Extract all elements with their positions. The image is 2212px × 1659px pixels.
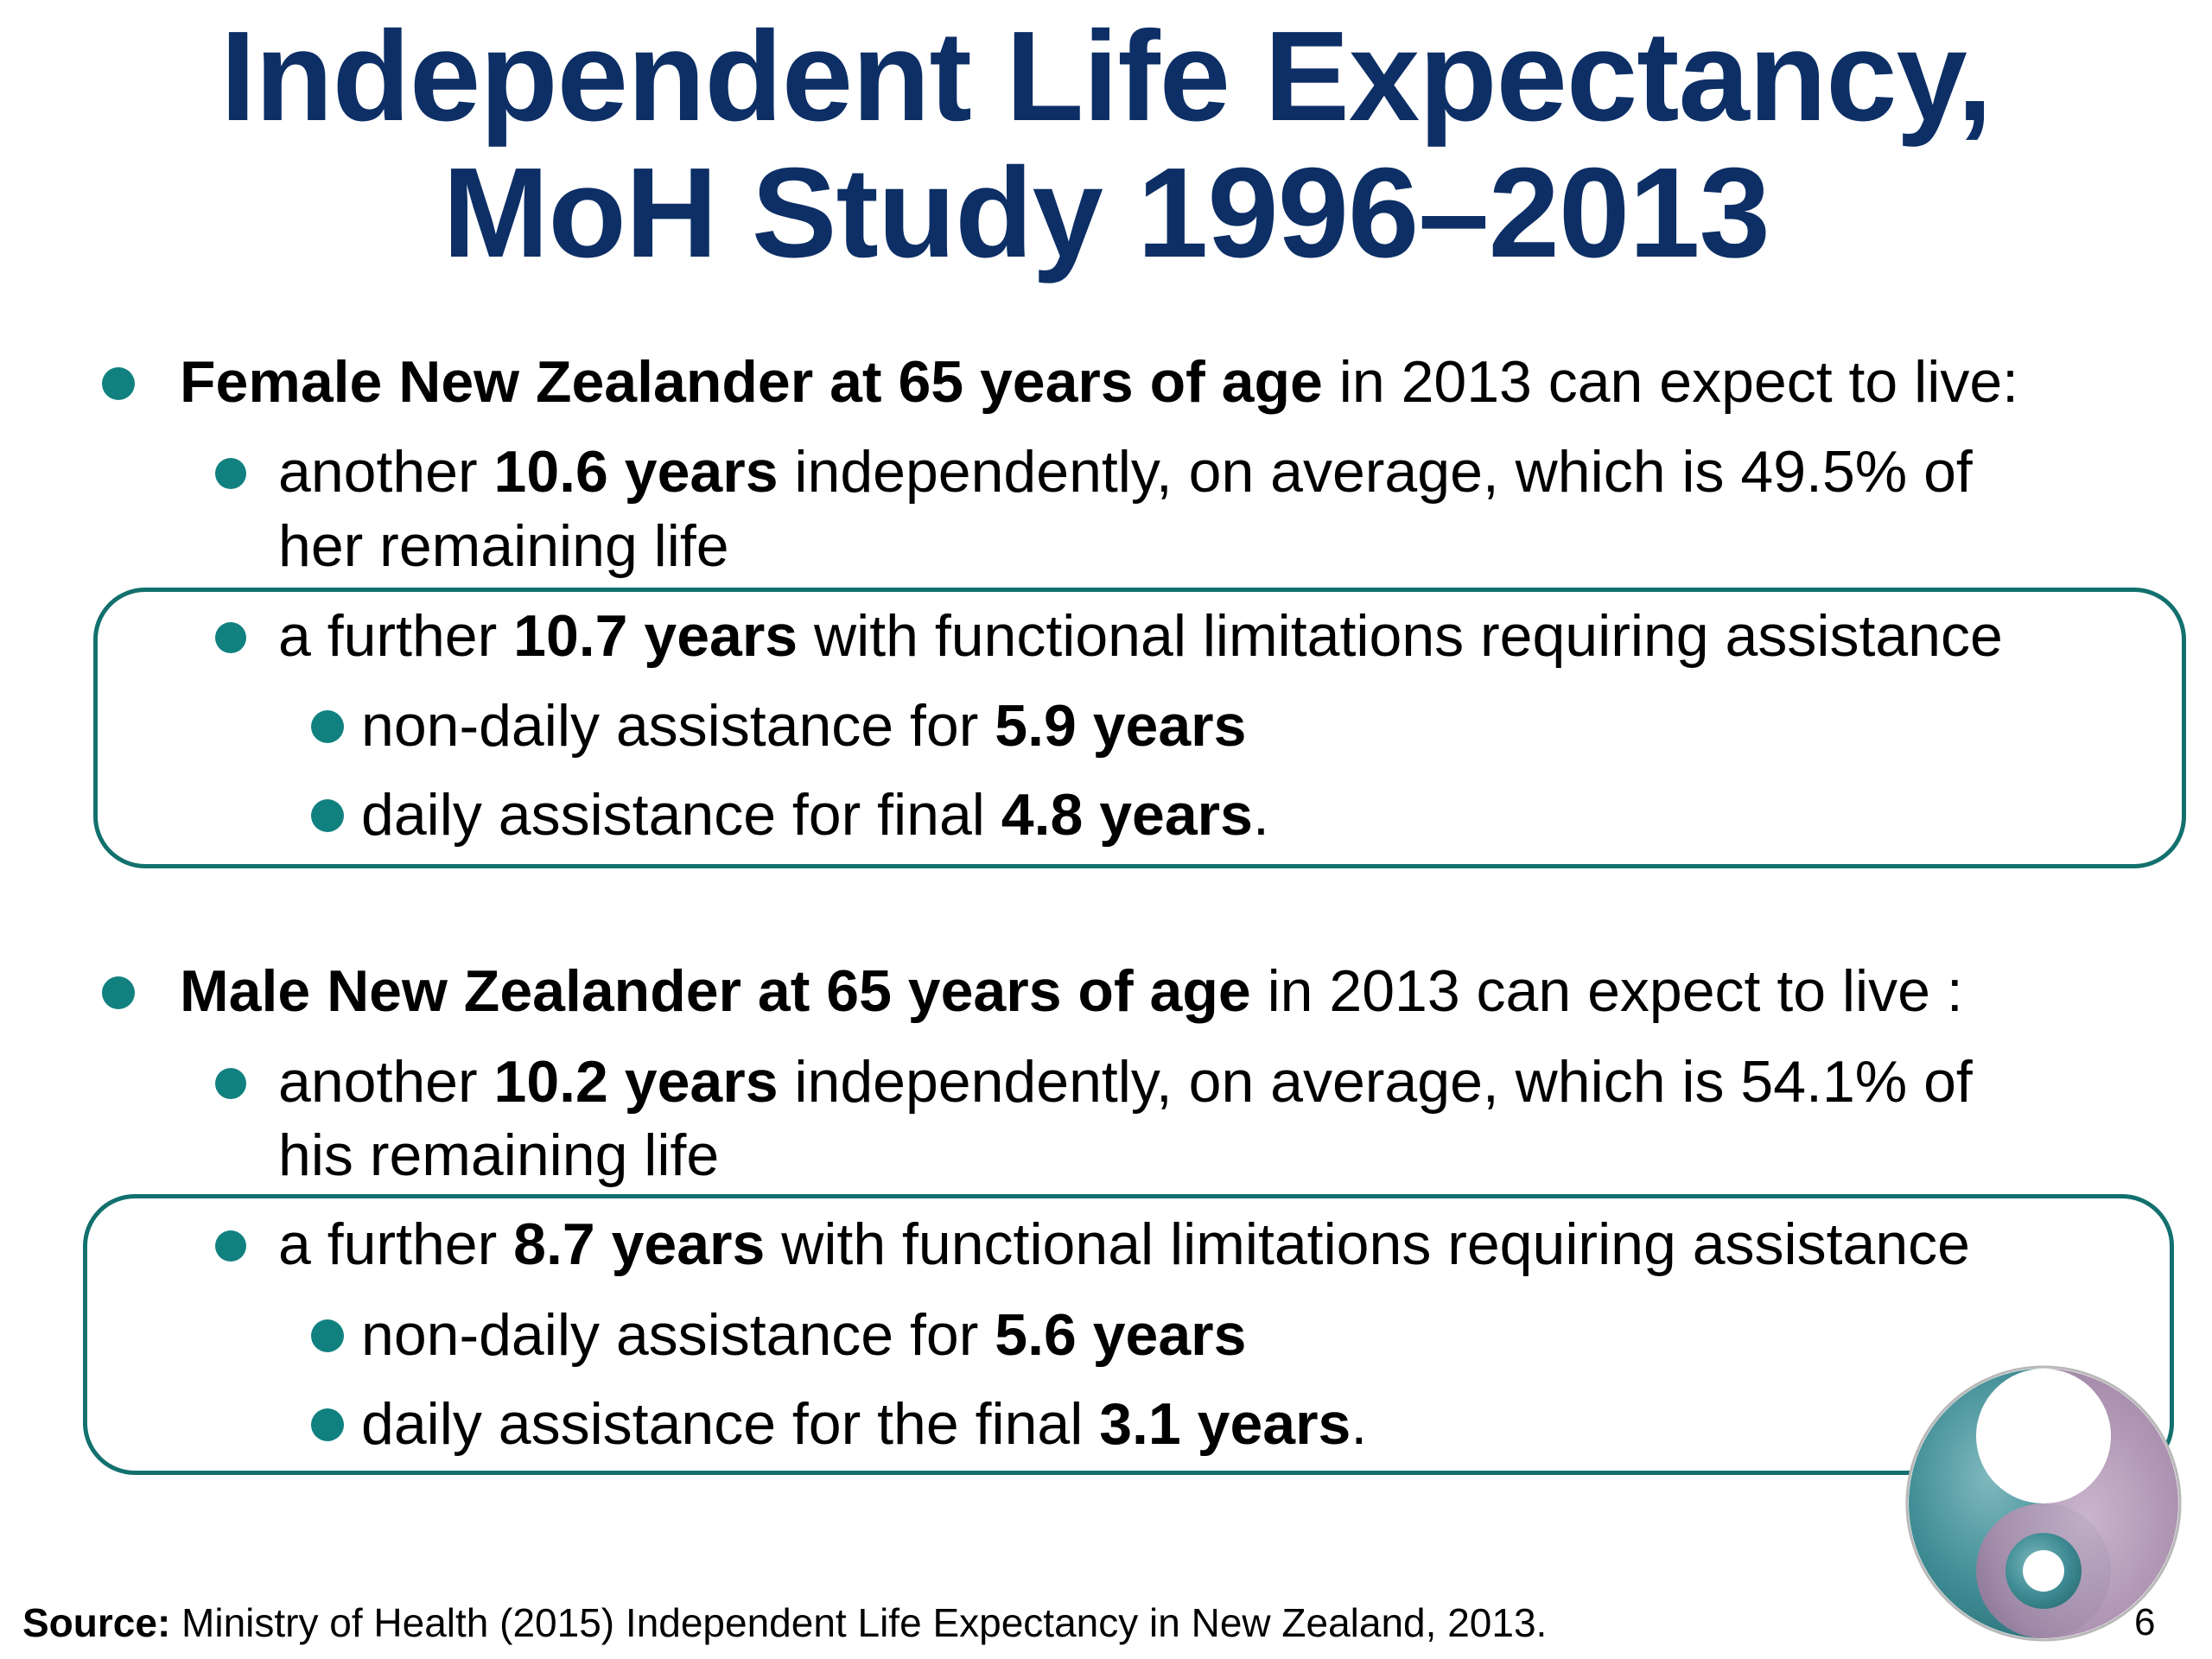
male-lead-rest: in 2013 can expect to live :	[1250, 958, 1963, 1024]
bullet-dot-icon	[215, 1230, 246, 1262]
male-further-pre: a further	[278, 1211, 514, 1277]
male-nondaily-pre: non-daily assistance for	[361, 1302, 995, 1368]
bullet-dot-icon	[311, 1319, 344, 1352]
male-further-text: a further 8.7 years with functional limi…	[278, 1208, 1970, 1281]
male-independent-line2: his remaining life	[278, 1122, 720, 1188]
slide-title: Independent Life Expectancy, MoH Study 1…	[0, 9, 2212, 282]
female-daily-pre: daily assistance for final	[361, 782, 1001, 848]
male-nondaily-text: non-daily assistance for 5.6 years	[361, 1299, 1246, 1371]
bullet-dot-icon	[102, 976, 135, 1009]
male-further-post: with functional limitations requiring as…	[765, 1211, 1970, 1277]
female-independent-text: another 10.6 years independently, on ave…	[278, 435, 1973, 508]
male-daily-post: .	[1351, 1391, 1368, 1457]
bullet-dot-icon	[311, 710, 344, 743]
female-independent-pre: another	[278, 439, 494, 505]
female-daily-text: daily assistance for final 4.8 years.	[361, 779, 1269, 851]
female-lead-bold: Female New Zealander at 65 years of age	[180, 349, 1323, 415]
male-independent-post: independently, on average, which is 54.1…	[778, 1049, 1973, 1115]
page-number: 6	[2134, 1601, 2156, 1643]
male-further-bold: 8.7 years	[513, 1211, 766, 1277]
male-independent-text: another 10.2 years independently, on ave…	[278, 1046, 1973, 1118]
female-lead-text: Female New Zealander at 65 years of age …	[180, 346, 2018, 418]
title-line-2: MoH Study 1996–2013	[442, 142, 1770, 284]
female-daily-post: .	[1252, 782, 1269, 848]
male-nondaily-bold: 5.6 years	[995, 1302, 1247, 1368]
female-further-post: with functional limitations requiring as…	[798, 603, 2003, 669]
bullet-dot-icon	[102, 367, 135, 400]
bullet-dot-icon	[215, 458, 246, 489]
source-text: Ministry of Health (2015) Independent Li…	[170, 1600, 1548, 1645]
male-lead-bold: Male New Zealander at 65 years of age	[180, 958, 1251, 1024]
female-independent-post: independently, on average, which is 49.5…	[778, 439, 1973, 505]
female-lead-rest: in 2013 can expect to live:	[1322, 349, 2019, 415]
female-assistance-box	[93, 588, 2186, 868]
source-citation: Source: Ministry of Health (2015) Indepe…	[22, 1599, 1547, 1647]
female-daily-bold: 4.8 years	[1001, 782, 1253, 848]
bullet-dot-icon	[215, 622, 246, 653]
female-further-bold: 10.7 years	[513, 603, 798, 669]
male-lead-text: Male New Zealander at 65 years of age in…	[180, 955, 1963, 1027]
female-independent-line2: her remaining life	[278, 513, 729, 579]
male-daily-pre: daily assistance for the final	[361, 1391, 1100, 1457]
female-independent-bold: 10.6 years	[493, 439, 779, 505]
source-label: Source:	[22, 1600, 171, 1645]
title-line-1: Independent Life Expectancy,	[220, 5, 1993, 148]
male-independent-pre: another	[278, 1049, 494, 1115]
female-nondaily-pre: non-daily assistance for	[361, 693, 995, 759]
male-daily-text: daily assistance for the final 3.1 years…	[361, 1388, 1367, 1460]
female-further-pre: a further	[278, 603, 514, 669]
female-nondaily-text: non-daily assistance for 5.9 years	[361, 690, 1246, 762]
moh-koru-logo-icon	[1905, 1365, 2182, 1642]
male-independent-bold: 10.2 years	[493, 1049, 779, 1115]
bullet-dot-icon	[215, 1068, 246, 1099]
male-assistance-box	[83, 1194, 2174, 1475]
female-nondaily-bold: 5.9 years	[995, 693, 1247, 759]
bullet-dot-icon	[311, 1408, 344, 1441]
bullet-dot-icon	[311, 799, 344, 832]
female-further-text: a further 10.7 years with functional lim…	[278, 600, 2003, 672]
male-daily-bold: 3.1 years	[1099, 1391, 1351, 1457]
